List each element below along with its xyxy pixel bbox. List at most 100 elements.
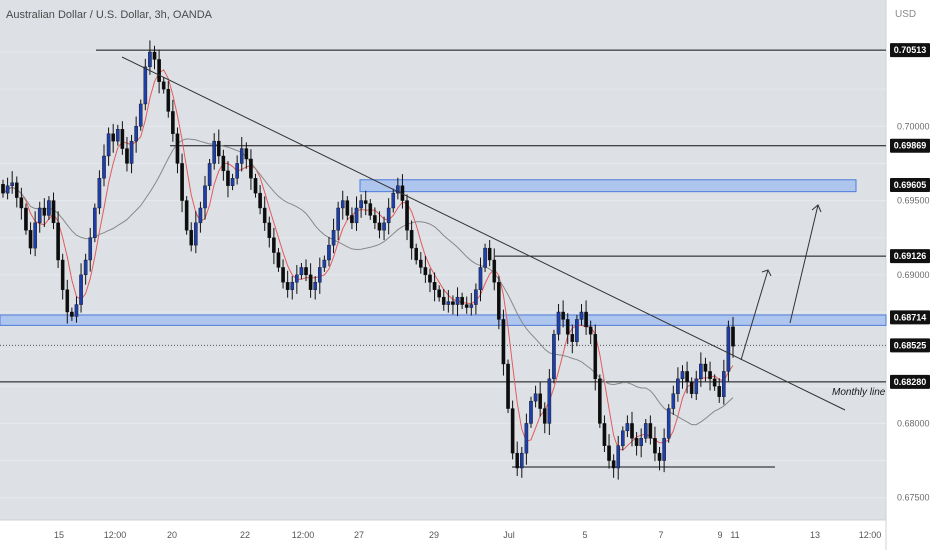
candle-body bbox=[607, 445, 611, 461]
candle-body bbox=[5, 185, 10, 194]
price-label-box bbox=[890, 177, 930, 192]
candle-body bbox=[102, 155, 106, 179]
candle-body bbox=[593, 334, 598, 380]
arrow-head-1 bbox=[761, 269, 772, 277]
candle-body bbox=[37, 207, 42, 224]
candle-body bbox=[432, 282, 437, 290]
candle-body bbox=[726, 326, 731, 372]
candle-body bbox=[703, 363, 708, 372]
candle-body bbox=[235, 163, 239, 179]
fast-moving-average bbox=[2, 69, 734, 451]
time-tick-label: 7 bbox=[658, 530, 663, 540]
candle-body bbox=[538, 393, 542, 409]
candle-body bbox=[115, 129, 120, 142]
candle-body bbox=[106, 133, 111, 157]
price-tick-label: 0.68000 bbox=[897, 418, 930, 428]
candle-body bbox=[322, 259, 327, 268]
candle-body bbox=[598, 378, 602, 424]
price-label-box bbox=[890, 138, 930, 153]
candle-body bbox=[712, 378, 717, 387]
candle-body bbox=[65, 289, 70, 313]
candle-body bbox=[1, 184, 5, 194]
candle-body bbox=[175, 133, 180, 164]
candle-body bbox=[565, 319, 570, 335]
candle-body bbox=[561, 311, 565, 320]
candle-body bbox=[382, 222, 386, 231]
candle-body bbox=[207, 163, 212, 186]
candle-body bbox=[258, 192, 262, 209]
candle-body bbox=[295, 274, 299, 283]
candle-body bbox=[455, 296, 460, 305]
candle-body bbox=[506, 363, 510, 409]
candle-body bbox=[630, 423, 634, 439]
candle-body bbox=[304, 267, 308, 276]
candle-body bbox=[152, 51, 157, 60]
candle-body bbox=[129, 140, 134, 164]
candle-body bbox=[143, 66, 148, 105]
candle-body bbox=[524, 423, 529, 454]
candle-body bbox=[184, 200, 189, 231]
candle-body bbox=[299, 267, 304, 276]
chart-title: Australian Dollar / U.S. Dollar, 3h, OAN… bbox=[6, 9, 213, 21]
candle-body bbox=[138, 103, 143, 127]
candle-body bbox=[125, 148, 129, 164]
candle-body bbox=[708, 371, 712, 380]
candle-body bbox=[671, 393, 676, 409]
candle-body bbox=[579, 311, 584, 320]
candle-body bbox=[368, 203, 373, 216]
candle-body bbox=[239, 148, 244, 164]
price-label-text: 0.68525 bbox=[894, 340, 927, 350]
candle-body bbox=[51, 200, 56, 224]
candle-body bbox=[680, 371, 685, 380]
candle-body bbox=[501, 319, 506, 365]
candle-body bbox=[542, 408, 547, 424]
price-label-box bbox=[890, 310, 930, 325]
candle-body bbox=[423, 267, 428, 276]
candle-body bbox=[290, 282, 295, 290]
candle-body bbox=[584, 311, 588, 328]
candle-body bbox=[249, 158, 253, 179]
candle-body bbox=[134, 126, 138, 142]
candle-body bbox=[492, 259, 497, 283]
horizontal-levels bbox=[0, 49, 886, 468]
zone-rect bbox=[359, 179, 857, 193]
currency-label: USD bbox=[895, 9, 917, 20]
candle-body bbox=[267, 222, 272, 238]
candle-body bbox=[483, 247, 487, 268]
candle-body bbox=[189, 230, 194, 246]
candle-body bbox=[24, 207, 28, 231]
price-label-box bbox=[890, 43, 930, 58]
candle-body bbox=[180, 163, 184, 201]
candle-body bbox=[111, 133, 115, 142]
price-label-box bbox=[890, 249, 930, 264]
candle-body bbox=[327, 244, 331, 261]
candle-body bbox=[588, 326, 593, 335]
candle-body bbox=[611, 460, 616, 469]
candle-body bbox=[621, 430, 625, 446]
candle-body bbox=[451, 301, 455, 305]
candle-body bbox=[226, 170, 230, 186]
candle-body bbox=[221, 155, 226, 172]
time-axis[interactable]: 15 12:00 20 22 12:00 27 29 Jul 5 7 9 11 13 12:00 bbox=[54, 530, 881, 540]
candle-body bbox=[699, 363, 703, 380]
time-tick-label: 5 bbox=[582, 530, 587, 540]
candle-body bbox=[83, 259, 88, 276]
price-axis[interactable]: 0.70000 0.69500 0.69000 0.68000 0.67500 bbox=[897, 121, 930, 502]
candle-body bbox=[14, 182, 19, 198]
candle-body bbox=[308, 274, 313, 290]
time-tick-label: 29 bbox=[429, 530, 439, 540]
candle-body bbox=[354, 207, 359, 224]
candle-body bbox=[717, 386, 722, 397]
candle-body bbox=[575, 319, 579, 342]
projection-arrow-2 bbox=[789, 204, 819, 324]
candle-body bbox=[409, 230, 414, 249]
candle-body bbox=[317, 267, 322, 283]
candle-body bbox=[487, 247, 492, 261]
time-tick-label: 27 bbox=[354, 530, 364, 540]
candle-body bbox=[19, 197, 24, 209]
candle-body bbox=[570, 334, 575, 342]
candle-body bbox=[42, 207, 47, 216]
price-label-text: 0.69605 bbox=[894, 180, 927, 190]
candle-body bbox=[643, 423, 648, 439]
